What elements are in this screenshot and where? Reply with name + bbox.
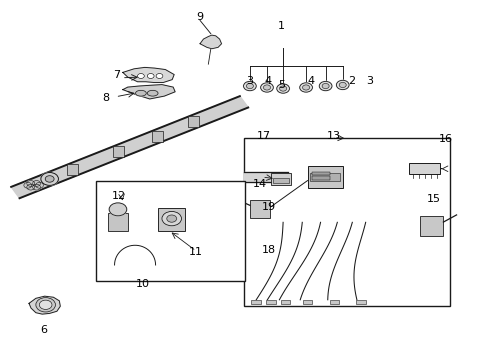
Circle shape [303,85,310,90]
Circle shape [147,73,154,78]
Circle shape [27,181,35,186]
Text: 9: 9 [196,12,204,22]
Bar [409,163,441,174]
Text: 17: 17 [256,131,270,141]
Text: 2: 2 [348,76,355,86]
Circle shape [27,184,35,190]
Polygon shape [244,172,288,183]
Bar [330,300,339,305]
Text: 8: 8 [102,93,109,103]
Circle shape [277,84,290,93]
Bar [313,172,330,175]
Circle shape [39,300,52,310]
Text: 3: 3 [366,76,373,86]
Circle shape [319,81,332,91]
Bar [113,147,123,157]
Text: 14: 14 [253,179,267,189]
Bar [158,208,185,231]
Bar [152,131,163,142]
Bar [244,138,450,306]
Text: 4: 4 [265,76,272,86]
Circle shape [264,85,270,90]
Bar [313,176,330,180]
Text: 7: 7 [113,70,121,80]
Polygon shape [11,96,248,198]
Circle shape [300,83,313,92]
Ellipse shape [147,90,158,96]
Text: 5: 5 [279,80,286,90]
Bar [308,166,343,188]
Bar [108,213,128,231]
Circle shape [33,181,41,186]
Polygon shape [123,67,174,82]
Bar [356,300,366,305]
Bar [96,181,245,281]
Circle shape [280,86,287,91]
Text: 13: 13 [327,131,341,141]
Text: 15: 15 [427,194,441,204]
Polygon shape [29,296,60,314]
Circle shape [24,183,32,188]
Text: 16: 16 [440,134,453,144]
Text: 6: 6 [40,325,47,335]
Bar [303,300,313,305]
Bar [188,116,199,127]
Circle shape [162,211,181,226]
Circle shape [167,215,176,222]
Circle shape [156,73,163,78]
Circle shape [336,80,349,90]
Circle shape [246,84,253,89]
Circle shape [322,84,329,89]
Text: 12: 12 [112,191,126,201]
Circle shape [138,73,145,78]
Bar [273,178,290,183]
Polygon shape [200,35,221,49]
Bar [271,173,292,185]
Bar [67,165,78,175]
Bar [281,300,291,305]
Circle shape [33,184,41,190]
Text: 4: 4 [308,76,315,86]
Bar [420,216,443,236]
Circle shape [109,203,127,216]
Circle shape [339,82,346,87]
Text: 19: 19 [261,202,275,212]
Ellipse shape [136,90,147,96]
Circle shape [36,183,44,188]
Text: 11: 11 [189,247,203,257]
Bar [251,300,261,305]
Text: 1: 1 [278,21,285,31]
Circle shape [36,298,55,312]
Circle shape [45,176,54,182]
Circle shape [244,81,256,91]
Bar [311,173,340,181]
Text: 18: 18 [261,245,275,255]
Polygon shape [123,85,175,99]
Circle shape [261,83,273,92]
Bar [250,200,270,218]
Bar [266,300,276,305]
Text: 3: 3 [246,76,253,86]
Circle shape [41,172,58,185]
Text: 10: 10 [135,279,149,289]
